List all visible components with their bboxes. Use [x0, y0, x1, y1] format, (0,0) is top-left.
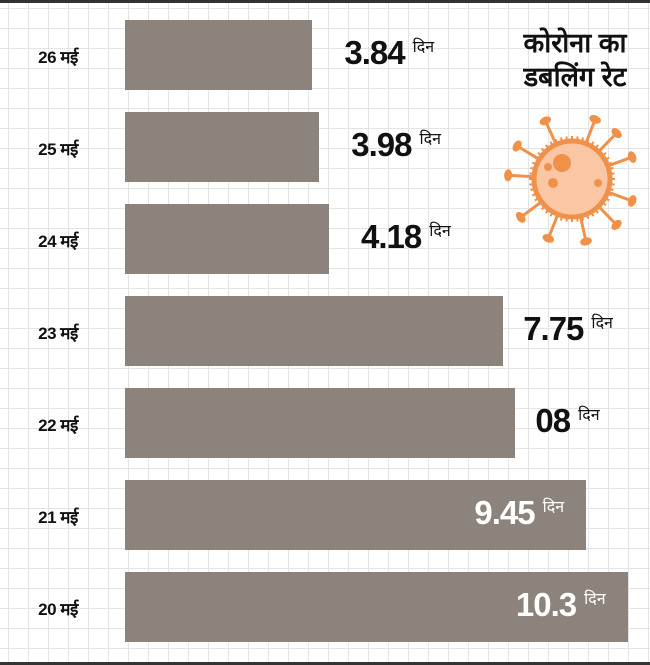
value-number: 08 — [535, 402, 571, 439]
virus-spike — [519, 200, 543, 219]
unit-label: दिन — [429, 223, 451, 240]
virus-spot — [594, 179, 602, 187]
virus-spike — [516, 144, 541, 161]
unit-label: दिन — [591, 315, 613, 332]
virus-spike-tip — [580, 237, 592, 246]
virus-spot — [544, 163, 552, 171]
unit-label: दिन — [412, 39, 435, 56]
virus-spike-tip — [512, 140, 522, 152]
virus-spike — [597, 205, 618, 226]
virus-spike-tip — [504, 169, 513, 182]
unit-label: दिन — [578, 407, 600, 424]
virus-spike — [584, 118, 597, 145]
virus-spike-tip — [611, 128, 622, 139]
bar — [125, 388, 516, 458]
virus-spike-tip — [515, 211, 526, 223]
value-number: 4.18 — [360, 218, 422, 255]
category-label: 25 मई — [38, 140, 78, 159]
virus-spot — [553, 154, 571, 172]
virus-spike-tip — [611, 219, 622, 230]
bar — [125, 296, 504, 366]
virus-spike-tip — [542, 234, 555, 243]
category-label: 26 मई — [38, 48, 78, 67]
value-label: 3.84 दिन — [344, 34, 434, 72]
virus-icon — [504, 115, 637, 246]
value-label: 3.98 दिन — [351, 126, 441, 164]
value-label: 08 दिन — [535, 402, 599, 440]
category-label: 24 मई — [38, 232, 78, 251]
value-label: 7.75 दिन — [523, 310, 613, 348]
virus-spike-tip — [627, 151, 637, 163]
unit-label: दिन — [542, 499, 565, 516]
value-number: 9.45 — [474, 494, 535, 531]
virus-spike — [546, 213, 560, 240]
value-label: 10.3 दिन — [516, 586, 606, 624]
virus-spike-tip — [627, 195, 637, 207]
virus-body — [531, 138, 613, 220]
chart-title: कोरोना का डबलिंग रेट — [523, 28, 627, 92]
unit-label: दिन — [419, 131, 441, 148]
bar — [125, 572, 628, 642]
unit-label: दिन — [584, 591, 606, 608]
virus-spike — [597, 132, 618, 153]
virus-spike-tip — [589, 115, 601, 124]
virus-spike — [508, 173, 535, 179]
bar — [125, 204, 329, 274]
bottom-rule — [0, 662, 650, 665]
category-label: 21 मई — [38, 508, 78, 527]
bar — [125, 112, 320, 182]
category-label: 20 मई — [38, 600, 78, 619]
category-label: 23 मई — [38, 324, 78, 343]
value-number: 7.75 — [523, 310, 584, 347]
virus-spike — [578, 215, 588, 242]
value-label: 9.45 दिन — [474, 494, 564, 532]
category-label: 22 मई — [38, 416, 78, 435]
value-number: 10.3 — [515, 586, 577, 623]
bar — [125, 480, 587, 550]
value-number: 3.98 — [351, 126, 412, 163]
virus-spike-tip — [539, 116, 552, 126]
virus-spike — [607, 155, 633, 168]
bar — [125, 20, 313, 90]
virus-spike — [544, 120, 558, 146]
virus-spike — [607, 190, 633, 203]
virus-spot — [548, 178, 558, 188]
value-number: 3.84 — [344, 34, 405, 71]
value-label: 4.18 दिन — [361, 218, 451, 256]
top-rule — [0, 0, 650, 3]
